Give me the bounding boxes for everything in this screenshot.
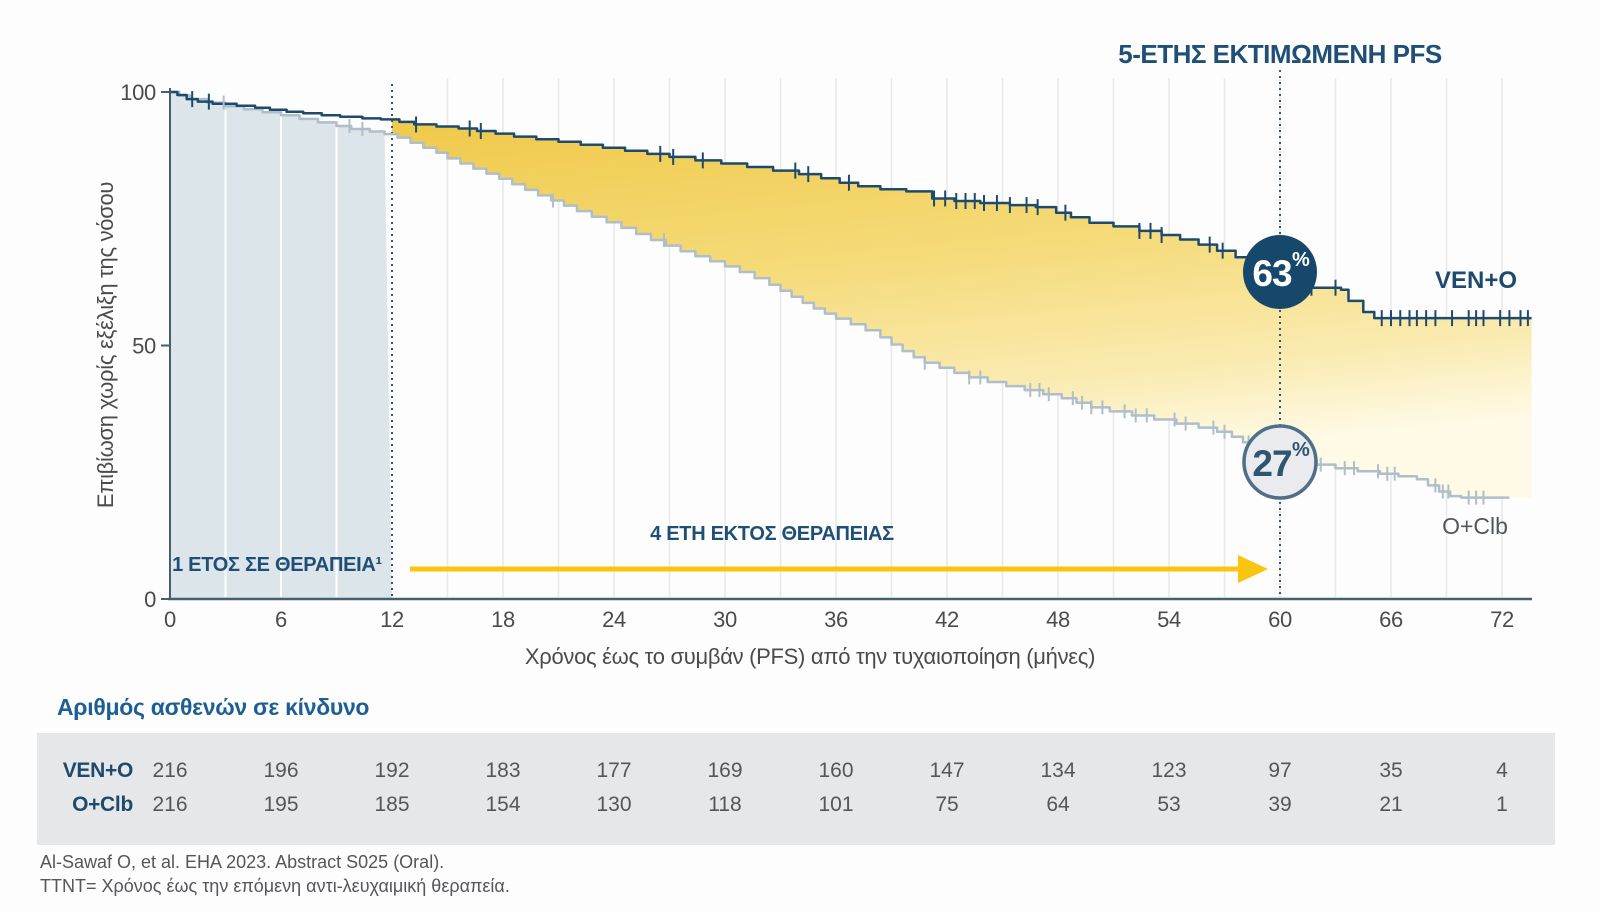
risk-row-label: VEN+O: [62, 759, 134, 782]
risk-count: 4: [1496, 759, 1508, 782]
risk-count: 169: [707, 759, 743, 782]
y-tick-label: 0: [144, 587, 156, 612]
censor-marks: [191, 91, 1529, 505]
risk-count: 160: [818, 759, 854, 782]
y-tick-label: 50: [132, 334, 156, 359]
risk-count: 118: [708, 793, 742, 816]
risk-row-label: O+Clb: [72, 793, 133, 816]
risk-count: 192: [374, 759, 410, 782]
risk-count: 196: [263, 759, 299, 782]
kaplan-meier-chart: 0 50 100 0 6 12 18 24 30 36 42 48 54 60 66 72 5-ΕΤΗΣ ΕΚ…: [93, 39, 1532, 669]
risk-count: 195: [263, 793, 299, 816]
footer-citation: Al-Sawaf O, et al. EHA 2023. Abstract S0…: [40, 852, 445, 872]
x-tick-label: 42: [935, 607, 959, 632]
risk-count: 185: [374, 793, 410, 816]
risk-count: 216: [152, 759, 188, 782]
risk-table-row-o-clb: O+Clb 216 195 185 154 130 118 101 75 64 53 39 21 1: [37, 793, 1555, 817]
risk-count: 154: [485, 793, 521, 816]
gold-fill-area: [392, 119, 1532, 498]
on-therapy-label: 1 ΕΤΟΣ ΣΕ ΘΕΡΑΠΕΙΑ¹: [172, 554, 382, 576]
dotted-guide-lines: [391, 70, 1281, 598]
risk-count: 1: [1496, 793, 1508, 816]
off-therapy-label: 4 ΕΤΗ ΕΚΤΟΣ ΘΕΡΑΠΕΙΑΣ: [650, 523, 894, 545]
between-curves-gold-fill: [392, 119, 1532, 498]
risk-count: 130: [596, 793, 632, 816]
x-tick-label: 48: [1046, 607, 1070, 632]
y-axis-title: Επιβίωση χωρίς εξέλιξη της νόσου: [93, 182, 118, 508]
badge-oclb-percent-sign: %: [1292, 439, 1310, 461]
risk-count: 64: [1046, 793, 1070, 816]
x-tick-label: 6: [275, 607, 287, 632]
footer-abbreviation-note: TTNT= Χρόνος έως την επόμενη αντι-λευχαι…: [40, 876, 510, 896]
badge-ven-percent-sign: %: [1292, 249, 1310, 271]
x-tick-label: 72: [1490, 607, 1514, 632]
risk-count: 183: [485, 759, 521, 782]
chart-title: 5-ΕΤΗΣ ΕΚΤΙΜΩΜΕΝΗ PFS: [1118, 39, 1442, 69]
risk-table-row-ven-o: VEN+O 216 196 192 183 177 169 160 147 134 123 97 35 4: [37, 759, 1555, 783]
risk-table-title: Αριθμός ασθενών σε κίνδυνο: [57, 694, 370, 720]
risk-count: 53: [1157, 793, 1181, 816]
y-tick-label: 100: [120, 80, 156, 105]
x-tick-label: 54: [1157, 607, 1181, 632]
series-label-o-clb: O+Clb: [1442, 513, 1508, 539]
x-tick-label: 18: [491, 607, 515, 632]
x-axis-title: Χρόνος έως το συμβάν (PFS) από την τυχαι…: [525, 644, 1095, 669]
risk-count: 101: [818, 793, 854, 816]
risk-count: 123: [1151, 759, 1187, 782]
off-therapy-arrow: [410, 555, 1268, 583]
curve-o-clb: [170, 90, 1510, 499]
tick-labels: 0 50 100 0 6 12 18 24 30 36 42 48 54 60 66 72: [120, 80, 1514, 632]
risk-count: 97: [1268, 759, 1292, 782]
risk-count: 147: [929, 759, 965, 782]
risk-table: VEN+O 216 196 192 183 177 169 160 147 134 123 97 35 4…: [37, 733, 1555, 845]
risk-count: 39: [1268, 793, 1292, 816]
badge-ven-5yr-estimate: 63 %: [1243, 235, 1317, 309]
risk-count: 177: [596, 759, 632, 782]
risk-count: 35: [1379, 759, 1403, 782]
x-tick-label: 24: [602, 607, 626, 632]
axes: [161, 88, 1532, 601]
gridlines: [224, 78, 1503, 597]
risk-count: 21: [1379, 793, 1403, 816]
badge-oclb-5yr-estimate: 27 %: [1242, 424, 1318, 500]
badge-ven-value: 63: [1252, 253, 1292, 294]
survival-curves: [170, 90, 1532, 499]
x-tick-label: 60: [1268, 607, 1292, 632]
x-tick-label: 36: [824, 607, 848, 632]
x-tick-label: 0: [164, 607, 176, 632]
risk-count: 216: [152, 793, 188, 816]
badge-oclb-value: 27: [1252, 443, 1291, 484]
x-tick-label: 30: [713, 607, 737, 632]
x-tick-label: 12: [380, 607, 404, 632]
series-label-ven-o: VEN+O: [1435, 267, 1517, 294]
risk-count: 75: [935, 793, 959, 816]
x-tick-label: 66: [1379, 607, 1403, 632]
risk-count: 134: [1040, 759, 1076, 782]
curve-ven-o: [170, 90, 1532, 320]
